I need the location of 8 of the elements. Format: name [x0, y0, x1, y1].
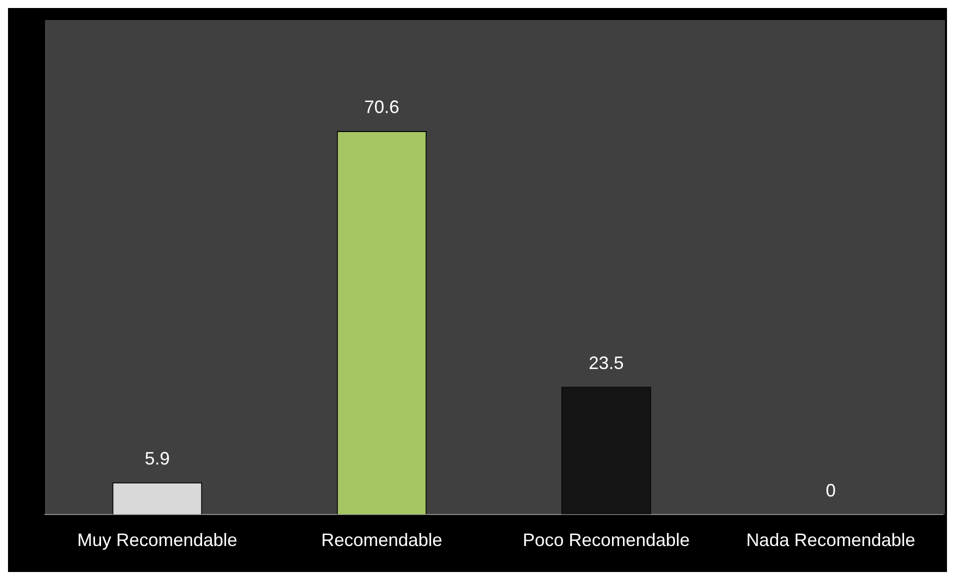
x-tick-label: Recomendable [321, 530, 442, 550]
x-tick-label: Nada Recomendable [746, 530, 916, 550]
data-label: 70.6 [364, 97, 400, 118]
x-tick-label: Muy Recomendable [77, 530, 238, 550]
data-label: 23.5 [588, 352, 624, 373]
data-label: 5.9 [144, 448, 170, 468]
data-label: 0 [826, 480, 836, 500]
x-tick-label: Poco Recomendable [522, 530, 690, 550]
